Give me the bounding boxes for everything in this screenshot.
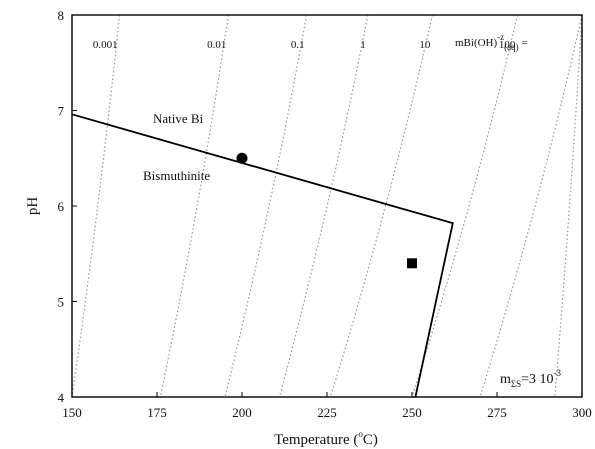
x-axis-title: Temperature (oC) (274, 429, 378, 448)
x-tick-label: 225 (317, 405, 337, 420)
sulfur-concentration-annotation: mΣS=3 10-3 (500, 368, 562, 389)
y-tick-label: 7 (58, 104, 65, 119)
isopleth-line (411, 14, 518, 398)
isopleth-line (329, 14, 433, 398)
isopleth-line (71, 14, 121, 398)
axis-ticks: 150 175 200 225 250 275 300 4 5 6 7 8 (58, 8, 592, 420)
isopleth-line (159, 14, 229, 398)
isopleth-label: 0.01 (207, 39, 226, 51)
square-marker (407, 258, 417, 269)
x-tick-label: 300 (572, 405, 592, 420)
x-tick-label: 200 (232, 405, 252, 420)
y-tick-label: 4 (58, 390, 65, 405)
y-tick-label: 8 (58, 8, 65, 23)
isopleth-label: 100 (499, 39, 516, 51)
isopleth-labels: 0.001 0.01 0.1 1 10 100 (93, 39, 516, 51)
isopleth-label-prefix: mBi(OH)-z(aq) = (455, 32, 528, 52)
isopleth-label: 10 (419, 39, 431, 51)
x-tick-label: 275 (487, 405, 507, 420)
x-tick-label: 175 (147, 405, 167, 420)
isopleth-label: 1 (360, 39, 366, 51)
isopleth-label: 0.001 (93, 39, 118, 51)
region-label-bismuthinite: Bismuthinite (143, 168, 210, 183)
x-tick-label: 250 (402, 405, 422, 420)
plot-frame (71, 14, 583, 398)
phase-boundary-line (71, 113, 454, 398)
region-label-native-bi: Native Bi (153, 111, 204, 126)
circle-marker (236, 152, 248, 164)
y-tick-label: 6 (58, 199, 65, 214)
y-axis-title: pH (25, 197, 41, 216)
isopleth-line (554, 14, 583, 398)
isopleth-lines (71, 14, 583, 398)
isopleth-label: 0.1 (291, 39, 305, 51)
boundary-layer (71, 113, 454, 398)
isopleth-line (278, 14, 369, 398)
x-tick-label: 150 (62, 405, 82, 420)
markers (236, 152, 417, 269)
isopleth-line (479, 14, 583, 398)
y-tick-label: 5 (58, 295, 65, 310)
